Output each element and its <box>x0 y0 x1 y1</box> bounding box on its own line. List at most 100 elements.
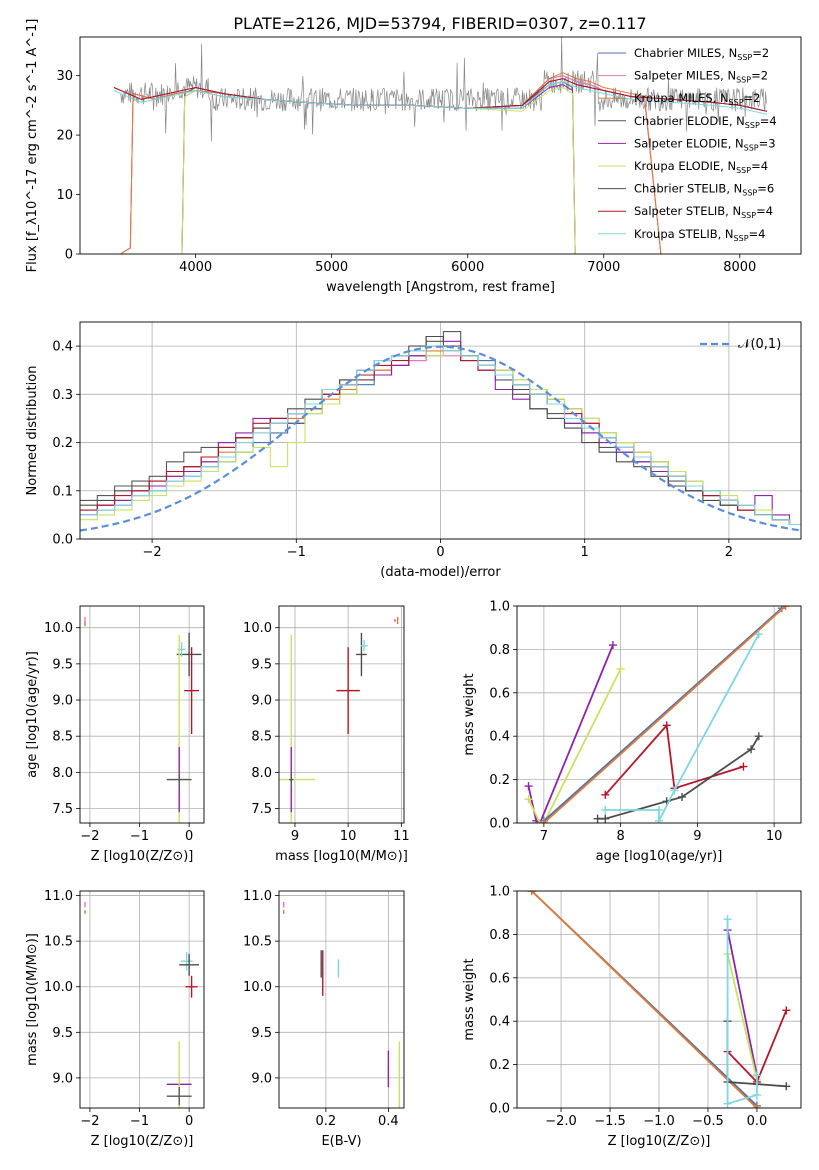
x-axis-label: wavelength [Angstrom, rest frame] <box>326 280 555 295</box>
y-tick-label: 0.6 <box>489 686 510 701</box>
weight-point <box>608 641 617 650</box>
x-tick-label: 7000 <box>587 260 620 275</box>
age-vs-Z-panel: −2 −1 0 7.5 8.0 8.5 9.0 9.5 10.0 Z [log10(Z/Z⊙)] a… <box>25 605 205 864</box>
y-tick-label: 10.5 <box>243 935 272 950</box>
residual-histogram-step <box>80 350 801 526</box>
x-tick-label: 9 <box>693 829 701 844</box>
weight-point <box>524 782 533 791</box>
x-tick-label: 6000 <box>451 260 484 275</box>
weight-point <box>524 795 533 804</box>
legend-entry: Kroupa STELIB, NSSP=4 <box>634 227 765 243</box>
weight-line <box>726 919 758 1105</box>
model-spectrum-line <box>181 81 576 254</box>
axes-frame <box>79 321 802 540</box>
y-tick-label: 9.0 <box>52 1071 73 1086</box>
y-tick-label: 9.5 <box>52 657 73 672</box>
y-tick-label: 20 <box>56 129 73 144</box>
axes-frame <box>278 605 405 824</box>
weight-line <box>531 891 758 1108</box>
x-tick-label: 9 <box>291 829 299 844</box>
axes-frame <box>278 890 405 1109</box>
y-tick-label: 0.2 <box>489 1058 510 1073</box>
y-tick-label: 10 <box>56 188 73 203</box>
model-spectrum-line <box>181 84 576 254</box>
weight-point <box>616 664 625 673</box>
weight-point <box>601 790 610 799</box>
y-tick-label: 10.0 <box>243 621 272 636</box>
weight-point <box>723 915 732 924</box>
legend-entry: Salpeter STELIB, NSSP=4 <box>634 204 773 220</box>
residual-histogram-step <box>80 345 801 526</box>
weight-point <box>662 721 671 730</box>
y-tick-label: 1.0 <box>489 600 510 615</box>
y-tick-label: 0.4 <box>489 730 510 745</box>
y-tick-label: 11.0 <box>243 889 272 904</box>
y-axis-label: mass weight <box>462 958 477 1040</box>
y-axis-label: age [log10(age/yr)] <box>25 651 40 778</box>
y-tick-label: 10.0 <box>44 621 73 636</box>
weight-point <box>754 630 763 639</box>
axes-frame <box>79 36 802 255</box>
y-tick-label: 9.0 <box>251 694 272 709</box>
x-tick-label: −2 <box>143 545 162 560</box>
x-axis-label: Z [log10(Z/Z⊙)] <box>91 849 194 864</box>
axes-frame <box>79 605 205 824</box>
weight-point <box>782 1082 791 1091</box>
weight-point <box>527 891 536 895</box>
model-spectrum-line <box>113 81 768 115</box>
weight-point <box>747 745 756 754</box>
weight-line <box>527 644 614 823</box>
legend-entry: Salpeter ELODIE, NSSP=3 <box>634 136 776 152</box>
weight-line <box>543 606 787 823</box>
x-tick-label: 10 <box>340 829 357 844</box>
x-axis-label: mass [log10(M/M⊙)] <box>275 849 408 864</box>
weight-vs-Z-marks <box>527 891 791 1108</box>
x-tick-label: −0.5 <box>692 1114 724 1129</box>
y-tick-label: 9.5 <box>52 1026 73 1041</box>
y-tick-label: 7.5 <box>251 802 272 817</box>
weight-point <box>601 814 610 823</box>
x-tick-label: −1.0 <box>643 1114 675 1129</box>
residual-histogram-step <box>80 331 801 526</box>
residuals-marks <box>80 331 801 532</box>
axes-frame <box>79 890 205 1109</box>
x-tick-label: −1 <box>130 1114 149 1129</box>
y-tick-label: 9.5 <box>251 1026 272 1041</box>
spectrum-legend: Chabrier MILES, NSSP=2 Salpeter MILES, NS… <box>598 46 777 243</box>
x-tick-label: 0.0 <box>747 1114 768 1129</box>
legend-entry: Chabrier MILES, NSSP=2 <box>634 46 769 62</box>
gaussian-legend-label: 𝒩(0,1) <box>738 337 781 352</box>
x-tick-label: 0 <box>185 829 193 844</box>
weight-point <box>539 819 548 823</box>
legend-entry: Kroupa MILES, NSSP=2 <box>634 91 760 107</box>
y-tick-label: 10.0 <box>44 980 73 995</box>
x-tick-label: 0.2 <box>316 1114 337 1129</box>
weight-point <box>655 816 663 823</box>
spectrum-marks <box>113 37 768 254</box>
y-tick-label: 8.5 <box>251 730 272 745</box>
y-axis-label: Flux [f_λ10^-17 erg cm^-2 s^-1 A^-1] <box>25 19 40 273</box>
weight-point <box>781 606 790 610</box>
age-vs-mass-marks <box>279 616 399 823</box>
residual-histogram-step <box>80 345 801 526</box>
y-tick-label: 0.3 <box>52 388 73 403</box>
y-tick-label: 11.0 <box>44 889 73 904</box>
legend-entry: Chabrier STELIB, NSSP=6 <box>634 182 774 198</box>
y-tick-label: 30 <box>56 69 73 84</box>
y-tick-label: 9.0 <box>251 1071 272 1086</box>
x-axis-label: Z [log10(Z/Z⊙)] <box>608 1134 711 1149</box>
x-tick-label: 8000 <box>723 260 756 275</box>
legend-entry: Salpeter MILES, NSSP=2 <box>634 69 768 85</box>
x-tick-label: 0.4 <box>378 1114 399 1129</box>
y-tick-label: 0.1 <box>52 484 73 499</box>
y-tick-label: 10.0 <box>243 980 272 995</box>
weight-point <box>670 786 679 795</box>
weight-line <box>527 668 622 823</box>
x-axis-label: E(B-V) <box>321 1134 361 1149</box>
model-spectrum-line <box>120 75 662 254</box>
spectrum-panel: 4000 5000 6000 7000 8000 0 10 20 30 wavelength [A… <box>25 19 802 295</box>
x-tick-label: 10 <box>766 829 783 844</box>
weight-point <box>782 1006 791 1015</box>
weight-point <box>678 792 687 801</box>
y-tick-label: 10.5 <box>44 935 73 950</box>
